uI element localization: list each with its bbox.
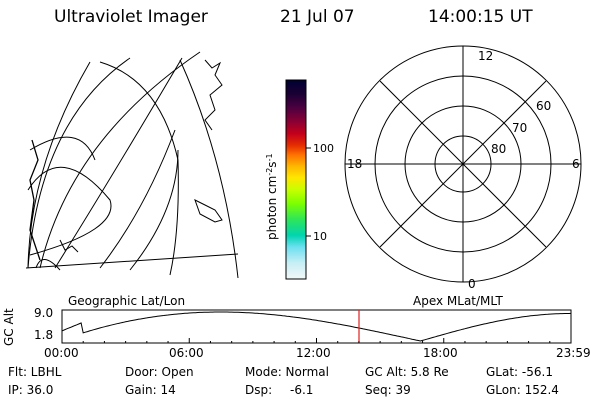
colorbar-unit: photon cm-2s-1 (265, 153, 280, 240)
grid-line (27, 57, 131, 269)
mlt-6-label: 6 (572, 157, 580, 171)
mlt-18-label: 18 (347, 157, 362, 171)
dsp-label: Dsp: (245, 383, 273, 397)
gain-info: Gain: 14 (125, 383, 176, 397)
xtick-00: 00:00 (44, 346, 79, 360)
glon-info: GLon: 152.4 (486, 383, 559, 397)
altitude-ymin: 1.8 (34, 328, 54, 342)
xtick-12: 12:00 (296, 346, 331, 360)
apex-label: Apex MLat/MLT (413, 294, 503, 308)
door-info: Door: Open (125, 365, 194, 379)
altitude-ylabel: GC Alt (2, 308, 16, 346)
filter-info: Flt: LBHL (8, 365, 62, 379)
date-label: 21 Jul 07 (280, 7, 355, 27)
dsp-value: -6.1 (290, 383, 314, 397)
altitude-ymax: 9.0 (34, 306, 54, 320)
gc-alt-info: GC Alt: 5.8 Re (365, 365, 449, 379)
geographic-label: Geographic Lat/Lon (68, 294, 186, 308)
colorbar-tick-10: 10 (313, 230, 327, 243)
xtick-06: 06:00 (169, 346, 204, 360)
lat-60-label: 60 (536, 99, 551, 113)
xtick-18: 18:00 (423, 346, 458, 360)
colorbar-tick-100: 100 (313, 142, 334, 155)
time-label: 14:00:15 UT (428, 7, 533, 27)
seq-info: Seq: 39 (365, 383, 411, 397)
instrument-title: Ultraviolet Imager (54, 7, 208, 27)
altitude-curve (61, 311, 572, 342)
lat-80-label: 80 (491, 142, 506, 156)
polar-plot (344, 45, 582, 283)
grid-line (27, 61, 91, 269)
mode-info: Mode: Normal (245, 365, 329, 379)
grid-line (39, 51, 201, 269)
ip-info: IP: 36.0 (8, 383, 54, 397)
lat-70-label: 70 (512, 121, 527, 135)
colorbar (285, 79, 307, 280)
mlt-0-label: 0 (468, 277, 476, 291)
xtick-2359: 23:59 (556, 346, 591, 360)
mlt-12-label: 12 (478, 49, 493, 63)
glat-info: GLat: -56.1 (486, 365, 553, 379)
